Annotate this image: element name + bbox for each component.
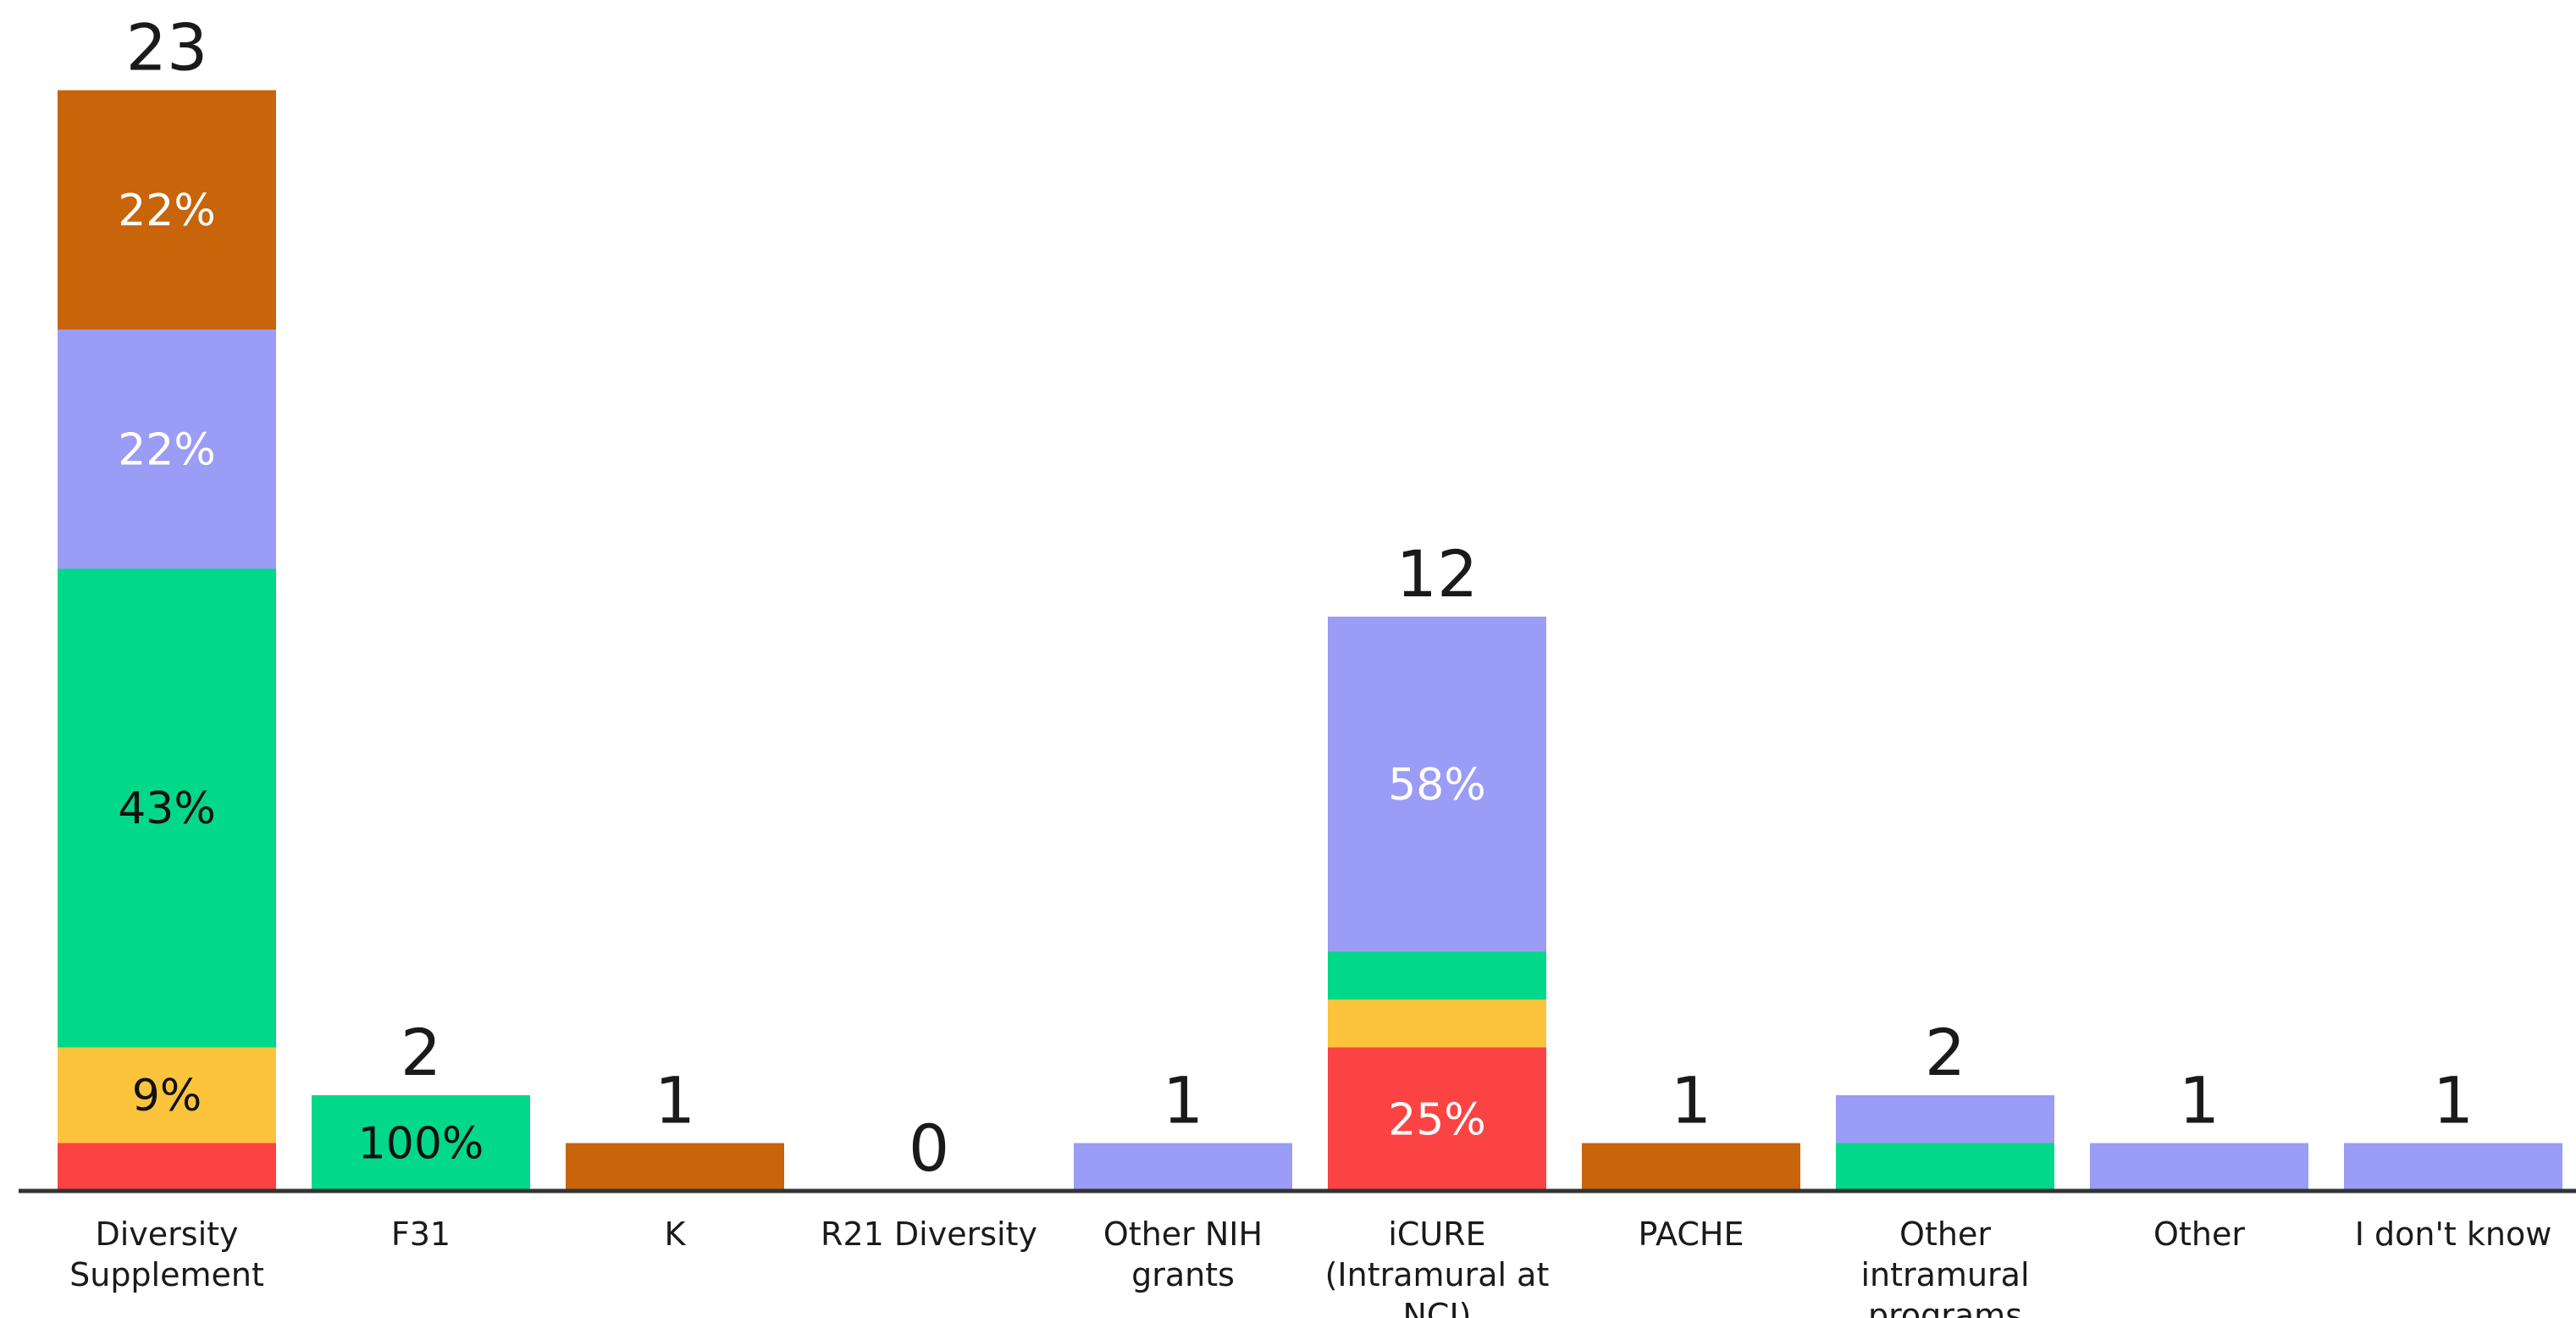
bar-segment-yellow-5 — [1328, 1000, 1546, 1048]
bar-segment-green-7 — [1836, 1143, 2054, 1191]
bar-total-label-4: 1 — [1163, 1063, 1203, 1138]
category-label-3: R21 Diversity — [821, 1216, 1037, 1253]
bar-total-label-5: 12 — [1396, 536, 1479, 612]
bar-segment-orange-2 — [566, 1143, 784, 1191]
bar-total-label-7: 2 — [1925, 1015, 1965, 1090]
bar-segment-red-5 — [1328, 1047, 1546, 1191]
category-label-4: Other NIH grants — [1103, 1216, 1263, 1293]
segment-label-green-0: 43% — [118, 784, 216, 834]
bar-total-label-8: 1 — [2179, 1063, 2219, 1138]
category-label-2: K — [665, 1216, 687, 1253]
category-label-1: F31 — [391, 1216, 451, 1253]
category-label-7: Other intramural programs — [1860, 1216, 2029, 1318]
category-label-9: I don't know — [2355, 1216, 2552, 1253]
bar-total-label-6: 1 — [1671, 1063, 1711, 1138]
category-label-8: Other — [2153, 1216, 2245, 1253]
bar-segment-orange-6 — [1582, 1143, 1800, 1191]
bar-segment-lavender-5 — [1328, 617, 1546, 952]
bar-segment-green-1 — [312, 1095, 530, 1191]
segment-label-yellow-0: 9% — [132, 1071, 202, 1121]
bar-segment-lavender-7 — [1836, 1095, 2054, 1144]
bar-total-label-9: 1 — [2433, 1063, 2474, 1138]
bar-segment-lavender-8 — [2090, 1143, 2308, 1191]
bar-segment-red-0 — [58, 1143, 276, 1191]
bar-segment-lavender-4 — [1074, 1143, 1292, 1191]
segment-label-red-5: 25% — [1388, 1094, 1486, 1145]
segment-label-green-1: 100% — [358, 1119, 484, 1170]
category-label-6: PACHE — [1639, 1216, 1744, 1253]
bar-total-label-2: 1 — [655, 1063, 695, 1138]
segment-label-lavender-5: 58% — [1388, 760, 1486, 811]
bar-segment-lavender-0 — [58, 330, 276, 569]
category-label-0: Diversity Supplement — [69, 1216, 264, 1293]
bar-segment-orange-0 — [58, 90, 276, 330]
category-label-5: iCURE (Intramural at NCI) — [1325, 1216, 1550, 1318]
bar-total-label-3: 0 — [909, 1110, 949, 1186]
segment-label-orange-0: 22% — [118, 186, 216, 236]
bar-total-label-0: 23 — [126, 10, 208, 86]
bar-segment-green-0 — [58, 568, 276, 1048]
bar-total-label-1: 2 — [401, 1015, 441, 1090]
bar-segment-yellow-0 — [58, 1047, 276, 1144]
segment-label-lavender-0: 22% — [118, 424, 216, 475]
bar-segment-lavender-9 — [2344, 1143, 2562, 1191]
bar-segment-green-5 — [1328, 951, 1546, 1000]
